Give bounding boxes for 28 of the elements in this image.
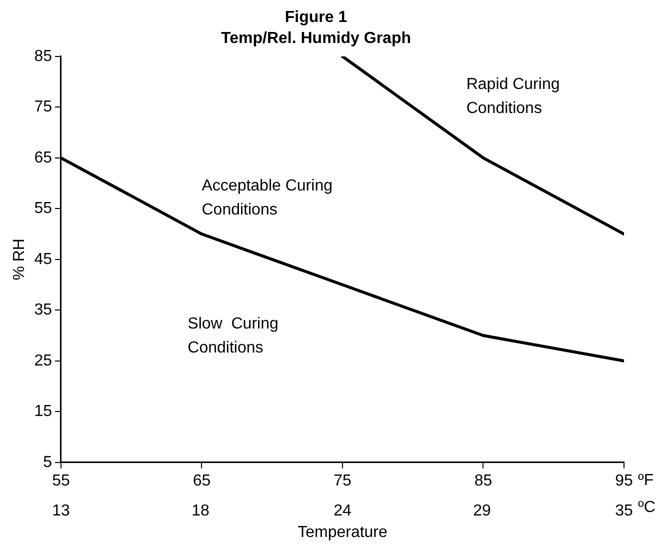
chart-title: Figure 1 bbox=[284, 9, 348, 26]
x2-tick-label: 18 bbox=[192, 502, 210, 520]
y-tick-label: 35 bbox=[34, 302, 52, 319]
x-tick-label: 65 bbox=[192, 472, 211, 490]
y-axis-title: % RH bbox=[11, 238, 28, 280]
y-tick-label: 5 bbox=[43, 454, 52, 471]
x-axis-title: Temperature bbox=[298, 524, 388, 541]
annotation: Slow Curing Conditions bbox=[188, 316, 278, 357]
x-tick-label: 95 bbox=[615, 472, 633, 490]
y-tick-label: 55 bbox=[34, 200, 52, 218]
y-tick-label: 65 bbox=[34, 149, 52, 166]
x-tick-label: 85 bbox=[474, 472, 492, 490]
x-tick-label: 75 bbox=[334, 472, 352, 490]
x2-tick-label: 29 bbox=[473, 502, 491, 520]
y-tick-label: 75 bbox=[34, 98, 52, 116]
text: ºF bbox=[638, 472, 654, 489]
y-tick-label: 25 bbox=[34, 352, 52, 370]
annotation: Rapid Curing Conditions bbox=[466, 76, 560, 118]
y-tick-label: 45 bbox=[34, 250, 52, 268]
y-tick-label: 15 bbox=[34, 403, 52, 420]
x2-tick-label: 13 bbox=[52, 502, 70, 520]
chart-subtitle: Temp/Rel. Humidy Graph bbox=[221, 30, 411, 48]
annotation: Acceptable Curing Conditions bbox=[202, 178, 332, 219]
x2-tick-label: 24 bbox=[334, 502, 352, 520]
y-tick-label: 85 bbox=[34, 48, 52, 65]
x-tick-label: 55 bbox=[52, 472, 70, 490]
text: ºC bbox=[638, 499, 656, 516]
x2-tick-label: 35 bbox=[615, 502, 633, 520]
